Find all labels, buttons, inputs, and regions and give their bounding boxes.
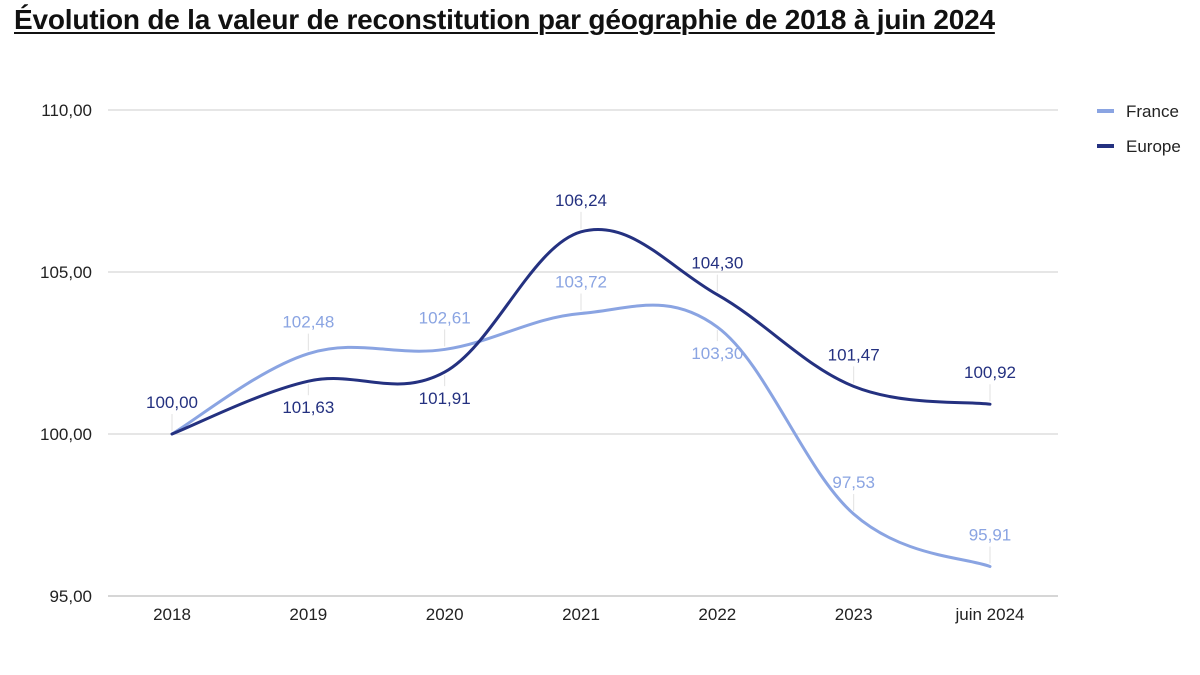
y-tick-label: 100,00 [40,425,92,444]
y-axis: 95,00 100,00 105,00 110,00 [40,101,92,606]
legend-label-europe[interactable]: Europe [1126,137,1181,156]
y-tick-label: 110,00 [41,101,92,120]
x-tick-label: juin 2024 [954,605,1024,624]
series-lines [170,227,992,569]
data-label-france: 102,61 [419,308,471,327]
data-label-france: 102,48 [282,313,334,332]
data-label-europe: 100,92 [964,363,1016,382]
legend[interactable]: France Europe [1097,102,1181,156]
x-tick-label: 2022 [698,605,736,624]
series-line-europe [170,227,992,436]
data-label-europe: 106,24 [555,191,607,210]
x-tick-label: 2020 [426,605,464,624]
legend-label-france[interactable]: France [1126,102,1179,121]
series-line-france [170,303,992,569]
x-axis: 2018 2019 2020 2021 2022 2023 juin 2024 [153,605,1024,624]
x-tick-label: 2018 [153,605,191,624]
chart-title: Évolution de la valeur de reconstitution… [14,4,995,35]
y-tick-label: 105,00 [40,263,92,282]
y-tick-label: 95,00 [49,587,92,606]
legend-swatch-europe [1097,144,1114,148]
data-labels: 102,48 102,61 103,72 103,30 97,53 95,91 100,00… [146,191,1016,564]
data-label-france: 95,91 [969,526,1012,545]
data-label-europe: 101,91 [419,389,471,408]
x-tick-label: 2023 [835,605,873,624]
data-label-europe: 101,47 [828,345,880,364]
data-label-france: 103,30 [691,344,743,363]
legend-swatch-france [1097,109,1114,113]
data-label-europe: 101,63 [282,398,334,417]
data-label-france: 103,72 [555,272,607,291]
grid-layer [108,109,1058,597]
data-label-europe: 100,00 [146,393,198,412]
x-tick-label: 2019 [289,605,327,624]
x-tick-label: 2021 [562,605,600,624]
data-label-france: 97,53 [832,473,875,492]
data-label-europe: 104,30 [691,254,743,273]
